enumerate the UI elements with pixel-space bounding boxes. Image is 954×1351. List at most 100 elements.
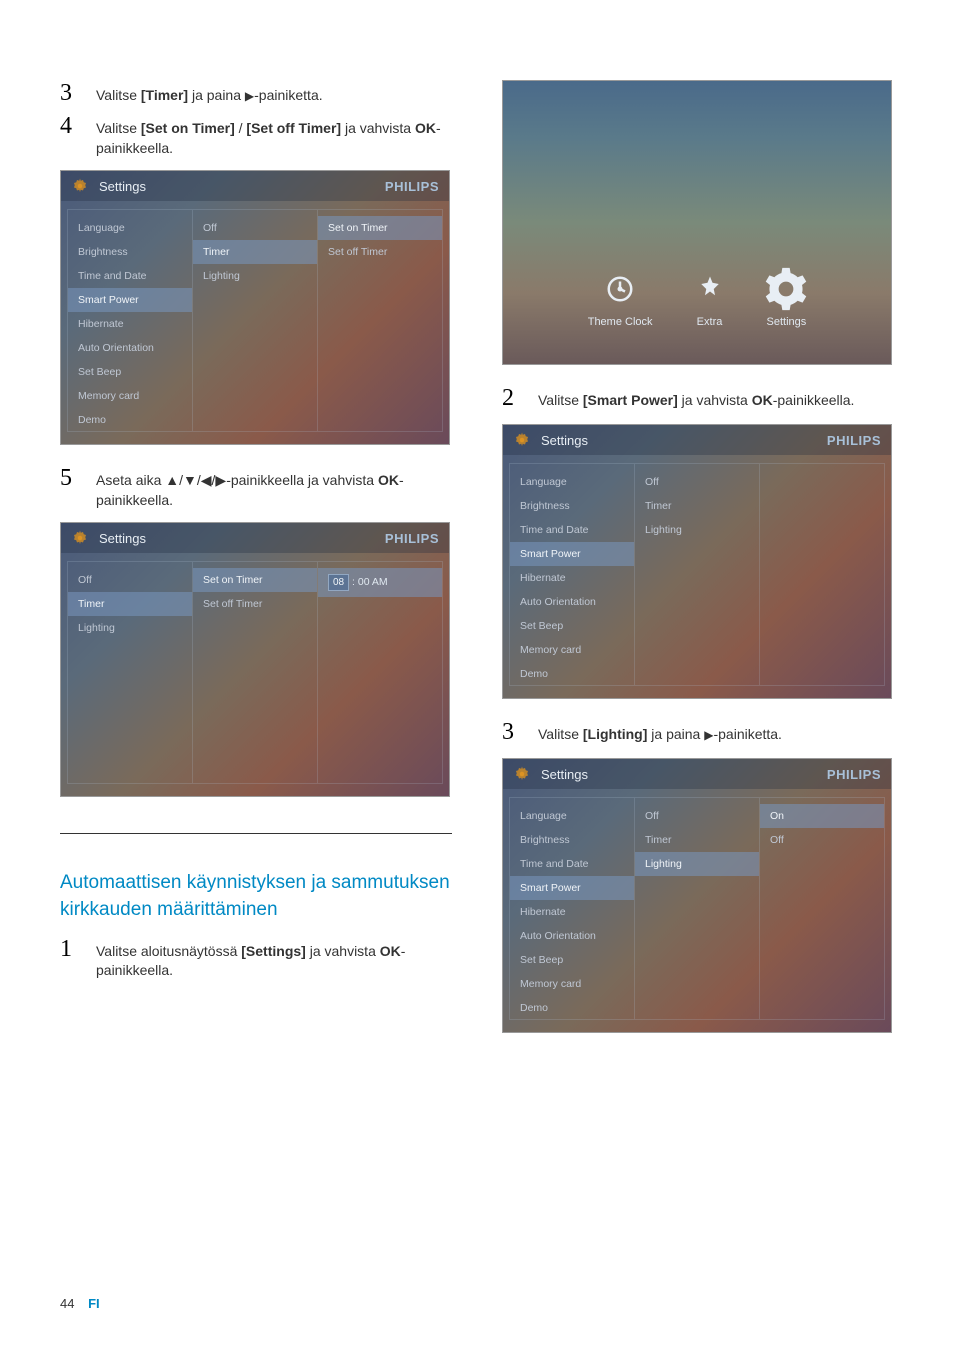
- step-number: 1: [60, 936, 96, 981]
- menu-item[interactable]: Auto Orientation: [510, 924, 634, 948]
- menu-item[interactable]: Set on Timer: [318, 216, 442, 240]
- menu-item[interactable]: Timer: [193, 240, 317, 264]
- panel-col-mid: OffTimerLighting: [635, 797, 760, 1020]
- step-text: Valitse [Timer] ja paina ▶-painiketta.: [96, 80, 323, 107]
- gear-icon: [71, 177, 89, 195]
- step-4: 4 Valitse [Set on Timer] / [Set off Time…: [60, 113, 452, 158]
- time-input-row: 08 : 00 AM: [318, 568, 442, 597]
- menu-item[interactable]: Demo: [68, 408, 192, 432]
- right-arrow-icon: ▶: [245, 88, 254, 105]
- step-number: 5: [60, 465, 96, 510]
- step-number: 3: [60, 80, 96, 107]
- panel-body: OffTimerLighting Set on TimerSet off Tim…: [61, 553, 449, 792]
- menu-item[interactable]: Memory card: [68, 384, 192, 408]
- panel-col-left: LanguageBrightnessTime and DateSmart Pow…: [67, 209, 193, 432]
- menu-item[interactable]: Memory card: [510, 638, 634, 662]
- panel-col-mid: OffTimerLighting: [193, 209, 318, 432]
- settings-panel-time-input: Settings PHILIPS OffTimerLighting Set on…: [60, 522, 450, 797]
- menu-item[interactable]: Time and Date: [510, 852, 634, 876]
- menu-item[interactable]: Hibernate: [510, 566, 634, 590]
- menu-item[interactable]: Smart Power: [510, 876, 634, 900]
- menu-item[interactable]: Set off Timer: [318, 240, 442, 264]
- right-column: Theme Clock Extra Settings 2 Valitse [Smar…: [502, 80, 894, 1053]
- menu-item[interactable]: Set Beep: [510, 614, 634, 638]
- menu-item[interactable]: Set Beep: [510, 948, 634, 972]
- theme-clock-icon[interactable]: Theme Clock: [588, 272, 653, 328]
- step-text: Valitse [Smart Power] ja vahvista OK-pai…: [538, 385, 854, 412]
- menu-item[interactable]: Brightness: [510, 494, 634, 518]
- step-1: 1 Valitse aloitusnäytössä [Settings] ja …: [60, 936, 452, 981]
- panel-col-right: OnOff: [760, 797, 885, 1020]
- panel-col-left: LanguageBrightnessTime and DateSmart Pow…: [509, 463, 635, 686]
- extra-icon-shape: [693, 272, 727, 306]
- menu-item[interactable]: Demo: [510, 996, 634, 1020]
- icon-label: Theme Clock: [588, 316, 653, 328]
- icon-menu-row: Theme Clock Extra Settings: [503, 272, 891, 328]
- menu-item[interactable]: Off: [68, 568, 192, 592]
- extra-icon[interactable]: Extra: [693, 272, 727, 328]
- menu-item[interactable]: Set on Timer: [193, 568, 317, 592]
- step-3: 3 Valitse [Timer] ja paina ▶-painiketta.: [60, 80, 452, 107]
- menu-item[interactable]: Time and Date: [510, 518, 634, 542]
- step-text: Aseta aika ▲/▼/◀/▶-painikkeella ja vahvi…: [96, 465, 452, 510]
- step-number: 4: [60, 113, 96, 158]
- gear-icon: [513, 765, 531, 783]
- panel-col-right: Set on TimerSet off Timer: [318, 209, 443, 432]
- step-number: 2: [502, 385, 538, 412]
- step-text: Valitse aloitusnäytössä [Settings] ja va…: [96, 936, 452, 981]
- menu-item[interactable]: Timer: [635, 494, 759, 518]
- menu-item[interactable]: Timer: [635, 828, 759, 852]
- icon-label: Settings: [767, 316, 807, 328]
- menu-item[interactable]: Lighting: [193, 264, 317, 288]
- panel-title: Settings: [541, 767, 827, 782]
- gear-icon: [513, 431, 531, 449]
- menu-item[interactable]: Language: [510, 470, 634, 494]
- menu-item[interactable]: Brightness: [68, 240, 192, 264]
- menu-item[interactable]: Off: [760, 828, 884, 852]
- menu-item[interactable]: Language: [510, 804, 634, 828]
- menu-item[interactable]: Set Beep: [68, 360, 192, 384]
- step-5: 5 Aseta aika ▲/▼/◀/▶-painikkeella ja vah…: [60, 465, 452, 510]
- ampm-field[interactable]: AM: [372, 576, 388, 588]
- panel-title: Settings: [99, 531, 385, 546]
- menu-item[interactable]: Memory card: [510, 972, 634, 996]
- menu-item[interactable]: Hibernate: [510, 900, 634, 924]
- menu-item[interactable]: Auto Orientation: [68, 336, 192, 360]
- section-divider: [60, 833, 452, 834]
- philips-logo: PHILIPS: [827, 433, 881, 448]
- menu-item[interactable]: Demo: [510, 662, 634, 686]
- nav-arrows-icon: ▲/▼/◀/▶: [165, 472, 226, 488]
- panel-col-right: [760, 463, 885, 686]
- panel-col-left: LanguageBrightnessTime and DateSmart Pow…: [509, 797, 635, 1020]
- menu-item[interactable]: Auto Orientation: [510, 590, 634, 614]
- panel-col-mid: OffTimerLighting: [635, 463, 760, 686]
- menu-item[interactable]: Off: [193, 216, 317, 240]
- section-heading: Automaattisen käynnistyksen ja sammutuks…: [60, 858, 452, 923]
- hour-field[interactable]: 08: [328, 574, 349, 591]
- menu-item[interactable]: Language: [68, 216, 192, 240]
- panel-body: LanguageBrightnessTime and DateSmart Pow…: [503, 455, 891, 694]
- settings-panel-lighting: Settings PHILIPS LanguageBrightnessTime …: [502, 758, 892, 1033]
- page-footer: 44 FI: [60, 1296, 100, 1311]
- menu-item[interactable]: Off: [635, 804, 759, 828]
- panel-body: LanguageBrightnessTime and DateSmart Pow…: [503, 789, 891, 1028]
- minute-field[interactable]: 00: [358, 576, 370, 588]
- menu-item[interactable]: Lighting: [635, 852, 759, 876]
- menu-item[interactable]: Smart Power: [68, 288, 192, 312]
- step-2: 2 Valitse [Smart Power] ja vahvista OK-p…: [502, 385, 894, 412]
- menu-item[interactable]: Brightness: [510, 828, 634, 852]
- menu-item[interactable]: Timer: [68, 592, 192, 616]
- gear-icon: [71, 529, 89, 547]
- menu-item[interactable]: Lighting: [68, 616, 192, 640]
- settings-icon-shape: [764, 267, 808, 311]
- menu-item[interactable]: Set off Timer: [193, 592, 317, 616]
- menu-item[interactable]: Off: [635, 470, 759, 494]
- menu-item[interactable]: Hibernate: [68, 312, 192, 336]
- menu-item[interactable]: Time and Date: [68, 264, 192, 288]
- panel-body: LanguageBrightnessTime and DateSmart Pow…: [61, 201, 449, 440]
- panel-header: Settings PHILIPS: [61, 523, 449, 553]
- menu-item[interactable]: Smart Power: [510, 542, 634, 566]
- settings-icon[interactable]: Settings: [767, 272, 807, 328]
- menu-item[interactable]: On: [760, 804, 884, 828]
- menu-item[interactable]: Lighting: [635, 518, 759, 542]
